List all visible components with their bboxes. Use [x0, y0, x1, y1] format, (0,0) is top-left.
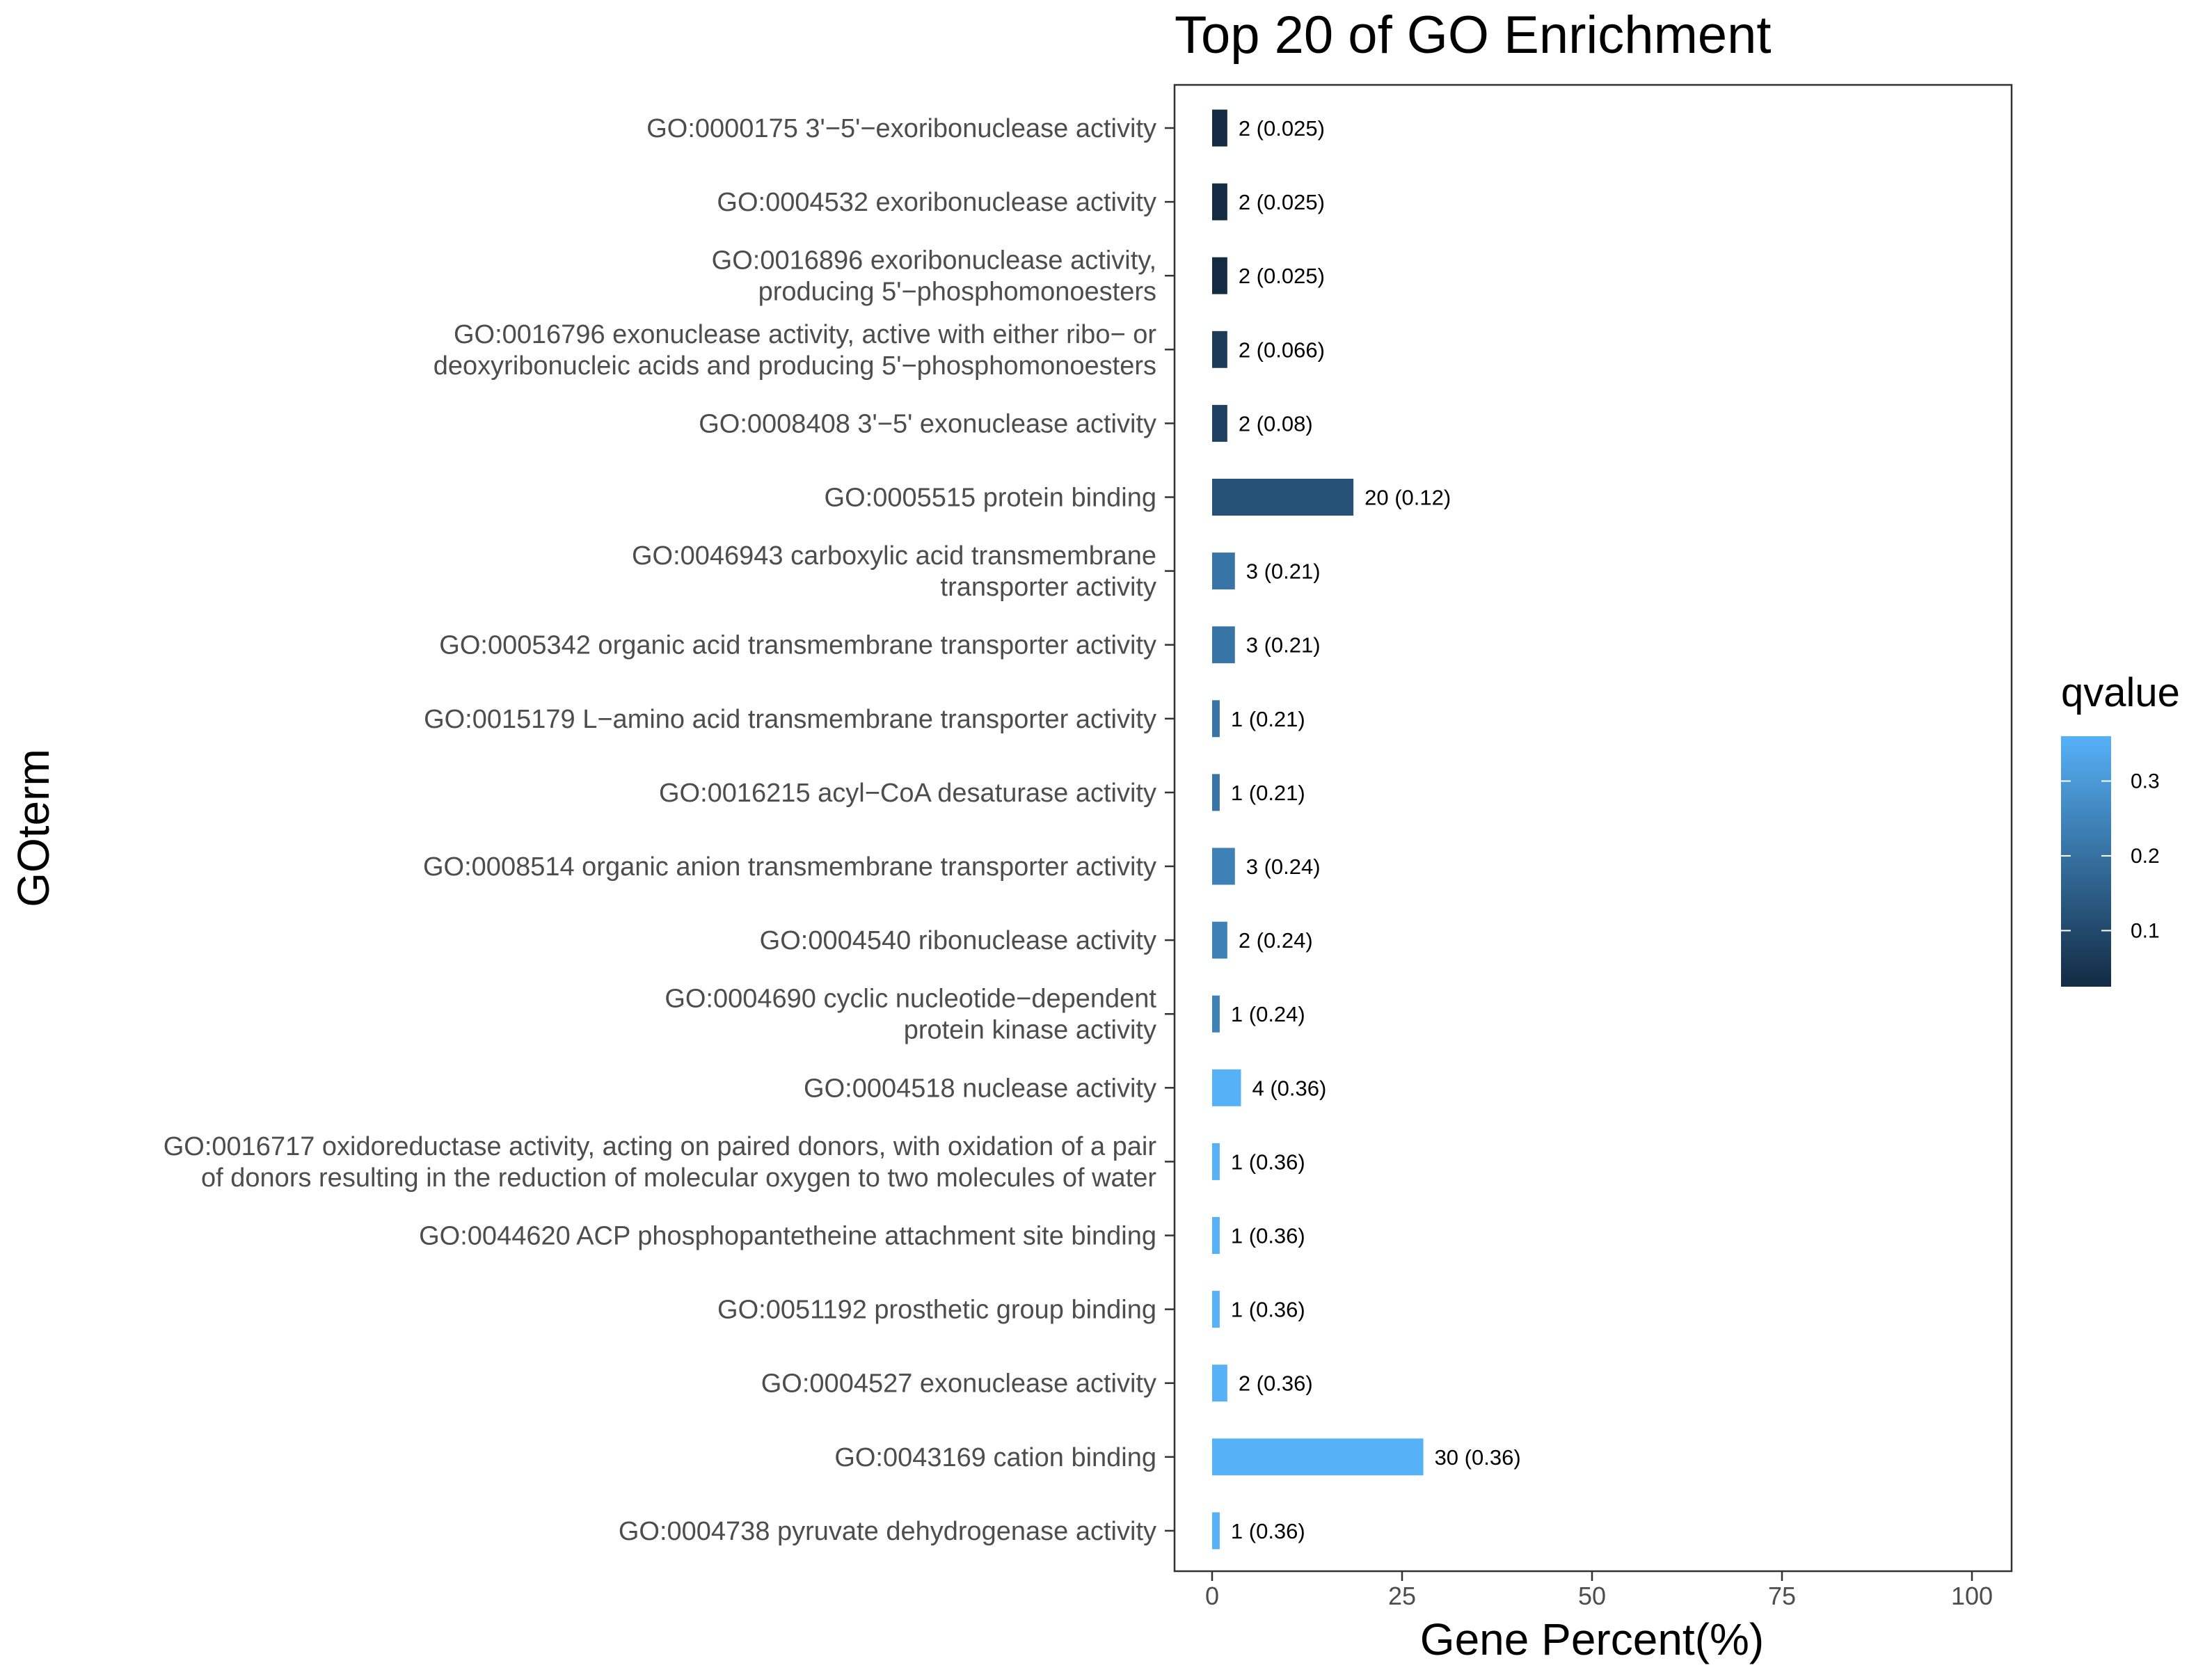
bar: [1212, 479, 1354, 516]
y-tick-label: GO:0004738 pyruvate dehydrogenase activi…: [619, 1517, 1156, 1546]
y-tick-label: GO:0005515 protein binding: [825, 484, 1156, 513]
bar-data-label: 1 (0.36): [1231, 1298, 1305, 1322]
y-tick-label: GO:0016796 exonuclease activity, active …: [454, 320, 1156, 349]
y-tick-label: of donors resulting in the reduction of …: [201, 1163, 1156, 1193]
bar-data-label: 3 (0.21): [1246, 559, 1321, 584]
bar: [1212, 1291, 1220, 1328]
bar-series: 2 (0.025) 2 (0.025) 2 (0.025) 2 (0.066) 2 (0…: [1212, 109, 1521, 1550]
y-tick-label: GO:0004540 ribonuclease activity: [760, 926, 1156, 955]
y-tick-label: GO:0046943 carboxylic acid transmembrane: [632, 541, 1156, 571]
y-tick-label: GO:0016717 oxidoreductase activity, acti…: [164, 1132, 1157, 1161]
y-tick-label: GO:0004527 exonuclease activity: [761, 1369, 1156, 1399]
x-tick-label: 0: [1205, 1582, 1219, 1610]
bar-data-label: 2 (0.025): [1239, 116, 1325, 141]
bar-data-label: 1 (0.21): [1231, 707, 1305, 731]
bar: [1212, 1512, 1220, 1550]
x-tick-label: 100: [1951, 1582, 1993, 1610]
x-tick-label: 75: [1768, 1582, 1796, 1610]
y-tick-label: deoxyribonucleic acids and producing 5'−…: [433, 351, 1156, 381]
bar: [1212, 774, 1220, 811]
y-tick-label: GO:0000175 3'−5'−exoribonuclease activit…: [646, 114, 1156, 143]
bar: [1212, 700, 1220, 738]
y-tick-label: GO:0008408 3'−5' exonuclease activity: [699, 409, 1156, 438]
bar: [1212, 552, 1235, 590]
y-tick-label: GO:0044620 ACP phosphopantetheine attach…: [419, 1222, 1156, 1251]
bar-data-label: 1 (0.36): [1231, 1519, 1305, 1543]
bar: [1212, 404, 1227, 442]
x-axis: 0 25 50 75 100: [1205, 1571, 1993, 1610]
x-tick-label: 50: [1578, 1582, 1606, 1610]
y-axis: GO:0000175 3'−5'−exoribonuclease activit…: [164, 114, 1175, 1546]
bar: [1212, 995, 1220, 1033]
bar: [1212, 331, 1227, 368]
bar-data-label: 1 (0.36): [1231, 1224, 1305, 1248]
bar-data-label: 3 (0.21): [1246, 633, 1321, 658]
chart-title: Top 20 of GO Enrichment: [1175, 6, 1772, 65]
bar-data-label: 2 (0.025): [1239, 264, 1325, 288]
bar: [1212, 109, 1227, 147]
y-tick-label: GO:0004532 exoribonuclease activity: [717, 188, 1156, 217]
y-tick-label: GO:0004690 cyclic nucleotide−dependent: [665, 985, 1156, 1014]
bar-data-label: 1 (0.21): [1231, 781, 1305, 805]
bar: [1212, 183, 1227, 221]
legend-tick-label: 0.1: [2131, 919, 2160, 942]
y-tick-label: GO:0005342 organic acid transmembrane tr…: [439, 631, 1156, 660]
bar-data-label: 2 (0.025): [1239, 190, 1325, 214]
y-tick-label: GO:0008514 organic anion transmembrane t…: [423, 852, 1156, 882]
y-tick-label: GO:0016896 exoribonuclease activity,: [712, 246, 1156, 276]
qvalue-legend: qvalue 0.1 0.2 0.3: [2061, 670, 2180, 987]
bar: [1212, 848, 1235, 885]
bar-data-label: 3 (0.24): [1246, 854, 1321, 879]
x-tick-label: 25: [1388, 1582, 1416, 1610]
y-tick-label: producing 5'−phosphomonoesters: [758, 278, 1156, 307]
bar-data-label: 2 (0.08): [1239, 411, 1313, 436]
y-tick-label: GO:0015179 L−amino acid transmembrane tr…: [424, 705, 1156, 734]
bar: [1212, 1217, 1220, 1254]
y-tick-label: GO:0004518 nuclease activity: [804, 1074, 1156, 1103]
bar: [1212, 1069, 1241, 1106]
y-tick-label: GO:0043169 cation binding: [834, 1443, 1156, 1472]
bar-data-label: 2 (0.066): [1239, 337, 1325, 362]
legend-tick-label: 0.3: [2131, 770, 2160, 793]
bar: [1212, 257, 1227, 294]
plot-panel: [1173, 84, 2013, 1573]
bar-data-label: 1 (0.36): [1231, 1150, 1305, 1174]
bar-data-label: 20 (0.12): [1364, 486, 1451, 510]
bar-data-label: 30 (0.36): [1435, 1445, 1521, 1470]
bar: [1212, 1143, 1220, 1180]
x-axis-title: Gene Percent(%): [1420, 1614, 1764, 1664]
y-axis-title: GOterm: [8, 749, 58, 907]
bar: [1212, 921, 1227, 959]
legend-ticks: 0.1 0.2 0.3: [2061, 770, 2160, 942]
legend-title: qvalue: [2061, 670, 2180, 715]
y-tick-label: protein kinase activity: [904, 1016, 1156, 1045]
bar-data-label: 2 (0.24): [1239, 928, 1313, 953]
bar: [1212, 626, 1235, 664]
bar-data-label: 2 (0.36): [1239, 1371, 1313, 1396]
bar: [1212, 1438, 1424, 1476]
bar: [1212, 1365, 1227, 1402]
bar-data-label: 1 (0.24): [1231, 1002, 1305, 1026]
legend-tick-label: 0.2: [2131, 845, 2160, 868]
legend-colorbar: [2061, 736, 2111, 987]
y-tick-label: GO:0016215 acyl−CoA desaturase activity: [659, 779, 1156, 808]
y-tick-label: GO:0051192 prosthetic group binding: [717, 1296, 1156, 1325]
y-tick-label: transporter activity: [941, 573, 1156, 602]
bar-data-label: 4 (0.36): [1252, 1076, 1326, 1100]
